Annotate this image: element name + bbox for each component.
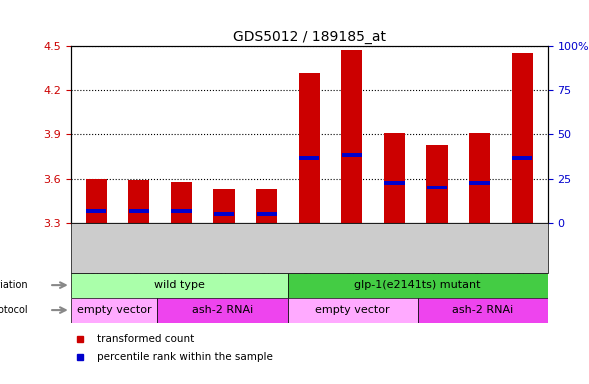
Bar [341, 50, 362, 223]
Text: percentile rank within the sample: percentile rank within the sample [97, 352, 273, 362]
Text: GSM756691: GSM756691 [348, 225, 356, 280]
Text: GSM756689: GSM756689 [262, 225, 271, 280]
Text: GSM756695: GSM756695 [518, 225, 527, 280]
Bar [157, 298, 287, 323]
Bar [128, 180, 150, 223]
Bar [287, 298, 418, 323]
Bar [512, 53, 533, 223]
Bar [299, 73, 320, 223]
Text: GSM756690: GSM756690 [305, 225, 314, 280]
Text: GSM756686: GSM756686 [134, 225, 143, 280]
Bar [85, 179, 107, 223]
Text: empty vector: empty vector [315, 305, 390, 315]
Bar [512, 156, 532, 160]
Bar [384, 133, 405, 223]
Text: ash-2 RNAi: ash-2 RNAi [452, 305, 514, 315]
Bar [426, 145, 448, 223]
Text: GSM756687: GSM756687 [177, 225, 186, 280]
Title: GDS5012 / 189185_at: GDS5012 / 189185_at [233, 30, 386, 44]
Bar [469, 181, 489, 185]
Text: protocol: protocol [0, 305, 28, 315]
Text: empty vector: empty vector [77, 305, 151, 315]
Text: GSM756693: GSM756693 [432, 225, 442, 280]
Bar [86, 209, 107, 213]
Text: glp-1(e2141ts) mutant: glp-1(e2141ts) mutant [355, 280, 481, 290]
Bar [129, 209, 149, 213]
Bar [256, 189, 277, 223]
Text: genotype/variation: genotype/variation [0, 280, 28, 290]
Bar [213, 189, 234, 223]
Bar [469, 133, 490, 223]
Bar [71, 273, 287, 298]
Text: ash-2 RNAi: ash-2 RNAi [192, 305, 253, 315]
Text: transformed count: transformed count [97, 334, 194, 344]
Bar [257, 212, 277, 215]
Bar [287, 273, 548, 298]
Bar [384, 181, 405, 185]
Bar [427, 186, 447, 189]
Text: GSM756694: GSM756694 [475, 225, 484, 280]
Bar [299, 156, 319, 160]
Text: GSM756688: GSM756688 [220, 225, 229, 280]
Bar [214, 212, 234, 215]
Bar [71, 298, 157, 323]
Text: GSM756685: GSM756685 [92, 225, 101, 280]
Bar [171, 209, 191, 213]
Text: wild type: wild type [154, 280, 204, 290]
Bar [171, 182, 192, 223]
Bar [342, 153, 362, 157]
Text: GSM756692: GSM756692 [390, 225, 399, 280]
Bar [418, 298, 548, 323]
